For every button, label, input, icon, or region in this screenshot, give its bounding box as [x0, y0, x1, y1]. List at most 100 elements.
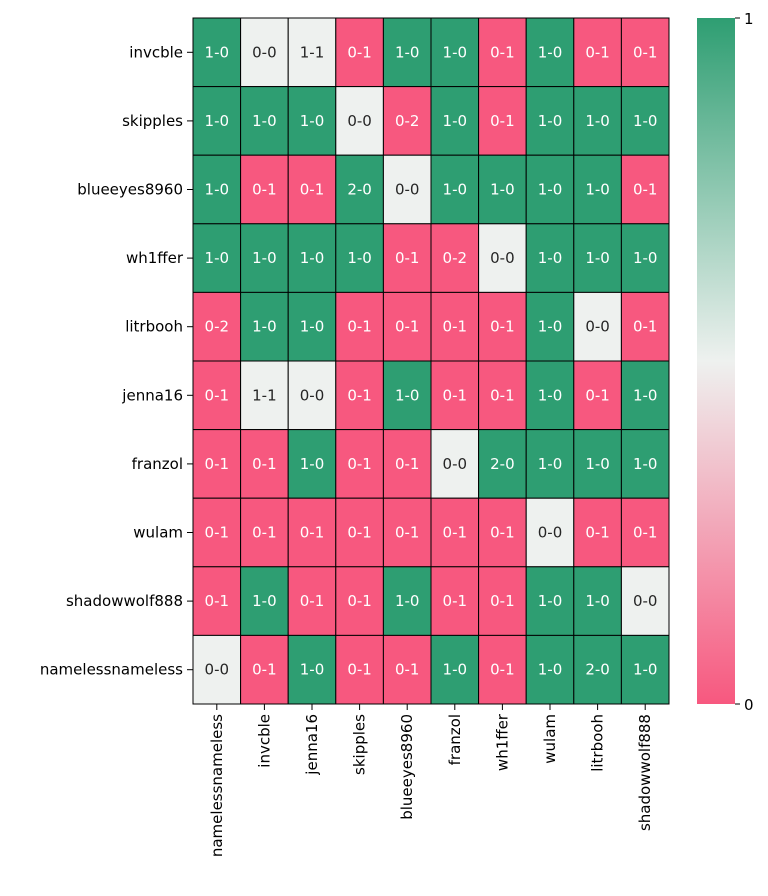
heatmap-cell — [240, 154, 289, 225]
x-axis-labels: namelessnameless invcble jenna16 skipples bl… — [207, 704, 655, 858]
cell-value-label: 0-1 — [395, 524, 420, 542]
cell-value-label: 1-0 — [300, 249, 325, 267]
heatmap-cell — [335, 86, 384, 156]
cell-value-label: 1-0 — [395, 592, 420, 610]
heatmap-cell — [573, 634, 622, 705]
cell-value-label: 0-2 — [443, 249, 468, 267]
cell-value-label: 1-0 — [585, 112, 610, 130]
cell-value-label: 0-1 — [347, 455, 372, 473]
colorbar-tick-label: 1 — [744, 10, 754, 28]
cell-value-label: 0-1 — [395, 318, 420, 336]
colorbar-tick-label: 0 — [744, 696, 754, 714]
cell-value-label: 0-1 — [252, 455, 277, 473]
cell-value-label: 1-0 — [395, 386, 420, 404]
heatmap-cell — [478, 429, 527, 499]
cell-value-label: 1-0 — [443, 43, 468, 61]
heatmap-cell — [478, 154, 527, 225]
heatmap-cell — [430, 497, 480, 568]
y-tick-label: litrbooh — [125, 318, 183, 336]
colorbar: 01 — [697, 10, 754, 714]
y-tick-label: franzol — [132, 455, 183, 473]
x-tick-label: blueeyes8960 — [398, 714, 416, 820]
cell-value-label: 0-1 — [395, 249, 420, 267]
cell-value-label: 1-0 — [633, 661, 658, 679]
heatmap-cell — [573, 360, 622, 431]
heatmap-cell — [335, 634, 384, 705]
cell-value-label: 0-1 — [205, 592, 230, 610]
x-tick-label: wulam — [541, 714, 559, 764]
cell-value-label: 1-0 — [300, 661, 325, 679]
cell-value-label: 1-0 — [205, 112, 230, 130]
y-tick-label: wulam — [133, 524, 183, 542]
cell-value-label: 1-0 — [300, 112, 325, 130]
heatmap-cell — [287, 17, 337, 88]
heatmap-cell — [335, 497, 384, 568]
cell-value-label: 0-0 — [538, 524, 563, 542]
cell-value-label: 0-1 — [347, 43, 372, 61]
heatmap-cell — [287, 566, 337, 636]
heatmap-cell — [430, 17, 480, 88]
heatmap-cell — [382, 291, 432, 362]
x-tick-label: franzol — [446, 714, 464, 765]
heatmap-cell — [287, 497, 337, 568]
cell-value-label: 1-0 — [538, 661, 563, 679]
cell-value-label: 0-1 — [633, 181, 658, 199]
cell-value-label: 1-1 — [252, 386, 277, 404]
cell-value-label: 2-0 — [490, 455, 515, 473]
cell-value-label: 0-0 — [395, 181, 420, 199]
heatmap-cell — [573, 429, 622, 499]
heatmap-cell — [430, 223, 480, 293]
cell-value-label: 0-1 — [443, 318, 468, 336]
cell-value-label: 0-0 — [490, 249, 515, 267]
heatmap-cell — [430, 291, 480, 362]
heatmap-cell — [335, 429, 384, 499]
y-tick-label: jenna16 — [121, 386, 183, 404]
heatmap-cell — [335, 566, 384, 636]
cell-value-label: 0-1 — [252, 524, 277, 542]
heatmap-cell — [430, 634, 480, 705]
y-tick-label: wh1ffer — [126, 249, 184, 267]
heatmap-cell — [430, 429, 480, 499]
heatmap-cell — [525, 154, 575, 225]
cell-value-label: 0-1 — [300, 524, 325, 542]
cell-value-label: 0-2 — [205, 318, 230, 336]
heatmap-cell — [335, 360, 384, 431]
heatmap-cell — [430, 360, 480, 431]
heatmap-cell — [525, 566, 575, 636]
cell-value-label: 2-0 — [585, 661, 610, 679]
heatmap-cell — [430, 86, 480, 156]
cell-value-label: 1-0 — [252, 112, 277, 130]
y-tick-label: namelessnameless — [40, 661, 183, 679]
cell-value-label: 1-0 — [205, 181, 230, 199]
x-tick-label: wh1ffer — [493, 713, 511, 771]
heatmap-cell — [620, 86, 670, 156]
cell-value-label: 0-1 — [347, 592, 372, 610]
heatmap-cell — [573, 223, 622, 293]
cell-value-label: 1-1 — [300, 43, 325, 61]
cell-value-label: 0-2 — [395, 112, 420, 130]
heatmap-cell — [525, 429, 575, 499]
heatmap-cells: 1-0 0-0 1-1 0-1 1-0 1-0 0-1 1-0 0-1 0-1 1-0 1-0 1-0 0… — [192, 17, 670, 705]
heatmap-cell — [525, 86, 575, 156]
cell-value-label: 1-0 — [443, 181, 468, 199]
cell-value-label: 1-0 — [252, 249, 277, 267]
heatmap-cell — [478, 291, 527, 362]
cell-value-label: 1-0 — [538, 318, 563, 336]
x-tick-label: jenna16 — [303, 714, 321, 776]
cell-value-label: 0-0 — [347, 112, 372, 130]
cell-value-label: 1-0 — [395, 43, 420, 61]
heatmap-cell — [382, 360, 432, 431]
cell-value-label: 1-0 — [443, 112, 468, 130]
cell-value-label: 0-1 — [585, 386, 610, 404]
cell-value-label: 0-1 — [347, 386, 372, 404]
cell-value-label: 1-0 — [538, 43, 563, 61]
cell-value-label: 0-1 — [205, 455, 230, 473]
heatmap-cell — [192, 360, 242, 431]
cell-value-label: 0-0 — [300, 386, 325, 404]
heatmap-cell — [287, 154, 337, 225]
cell-value-label: 0-1 — [443, 386, 468, 404]
cell-value-label: 0-1 — [585, 43, 610, 61]
heatmap-cell — [382, 154, 432, 225]
y-tick-label: shadowwolf888 — [66, 592, 183, 610]
